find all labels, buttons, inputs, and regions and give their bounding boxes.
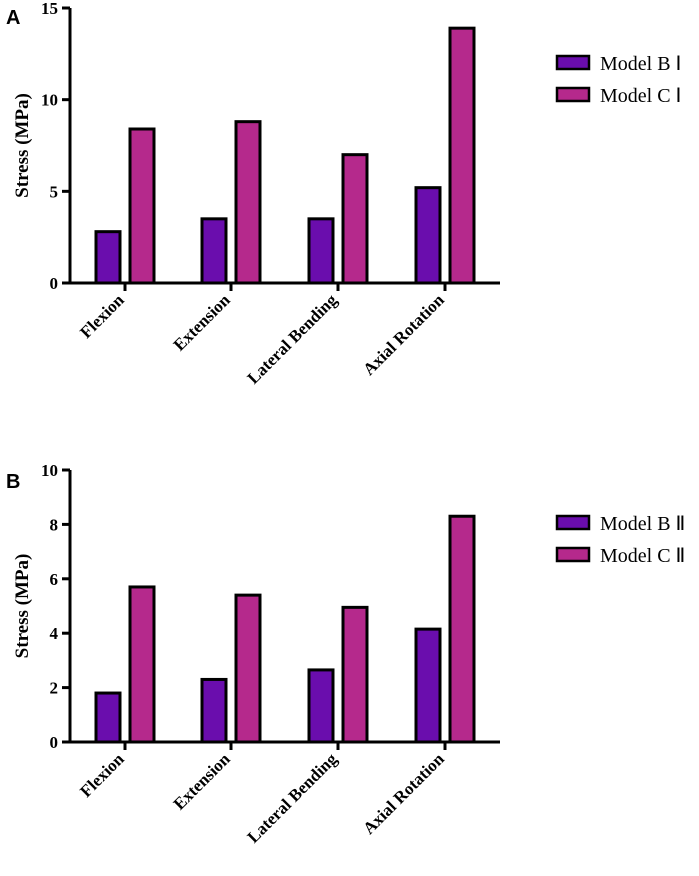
y-tick-label: 2 <box>50 679 59 698</box>
x-category-label: Axial Rotation <box>359 290 448 379</box>
bar-model-b-2 <box>307 217 335 285</box>
legend-swatch <box>555 54 591 71</box>
legend-label: Model C Ⅱ <box>600 545 685 567</box>
x-category-label: Flexion <box>76 749 128 801</box>
x-category-label: Lateral Bending <box>244 290 342 388</box>
legend-label: Model C Ⅰ <box>600 85 681 107</box>
x-category-label: Lateral Bending <box>244 749 342 847</box>
x-category-label: Axial Rotation <box>359 749 448 838</box>
chart-panel-b: B 0 2 4 6 8 10 Flexion Extension Lateral Bending A… <box>6 461 685 847</box>
legend-label: Model B Ⅰ <box>600 53 681 75</box>
bar-model-b-3 <box>414 627 442 744</box>
y-tick-label: 0 <box>50 274 59 293</box>
bar-model-c-0 <box>128 585 156 744</box>
bar-model-b-0 <box>94 230 122 285</box>
bar-model-c-2 <box>341 605 369 744</box>
panel-letter: B <box>6 471 20 493</box>
legend-swatch <box>555 514 591 531</box>
chart-panel-a: A 0 5 10 15 Flexion Extension Lateral Bending Ax… <box>6 0 681 388</box>
bar-model-c-3 <box>448 26 476 285</box>
bar-model-c-1 <box>234 593 262 744</box>
x-category-label: Flexion <box>76 290 128 342</box>
y-tick-label: 0 <box>50 733 59 752</box>
bar-model-c-0 <box>128 127 156 285</box>
legend-swatch <box>555 86 591 103</box>
bar-model-c-1 <box>234 120 262 285</box>
y-tick-label: 10 <box>41 461 58 480</box>
x-category-label: Extension <box>170 290 235 355</box>
bar-model-b-2 <box>307 668 335 744</box>
y-tick-label: 15 <box>41 0 58 18</box>
bar-model-b-1 <box>200 677 228 744</box>
bar-model-c-3 <box>448 514 476 744</box>
y-tick-label: 5 <box>50 182 59 201</box>
y-tick-label: 8 <box>50 515 59 534</box>
bar-model-b-1 <box>200 217 228 285</box>
bar-model-b-3 <box>414 186 442 285</box>
legend-swatch <box>555 546 591 563</box>
panel-letter: A <box>6 7 20 29</box>
y-tick-label: 6 <box>50 570 59 589</box>
bar-model-b-0 <box>94 691 122 744</box>
y-axis-title: Stress (MPa) <box>12 93 33 198</box>
bar-model-c-2 <box>341 153 369 285</box>
y-axis-title: Stress (MPa) <box>12 554 33 659</box>
y-tick-label: 4 <box>50 624 59 643</box>
y-tick-label: 10 <box>41 91 58 110</box>
legend-label: Model B Ⅱ <box>600 513 685 535</box>
x-category-label: Extension <box>170 749 235 814</box>
